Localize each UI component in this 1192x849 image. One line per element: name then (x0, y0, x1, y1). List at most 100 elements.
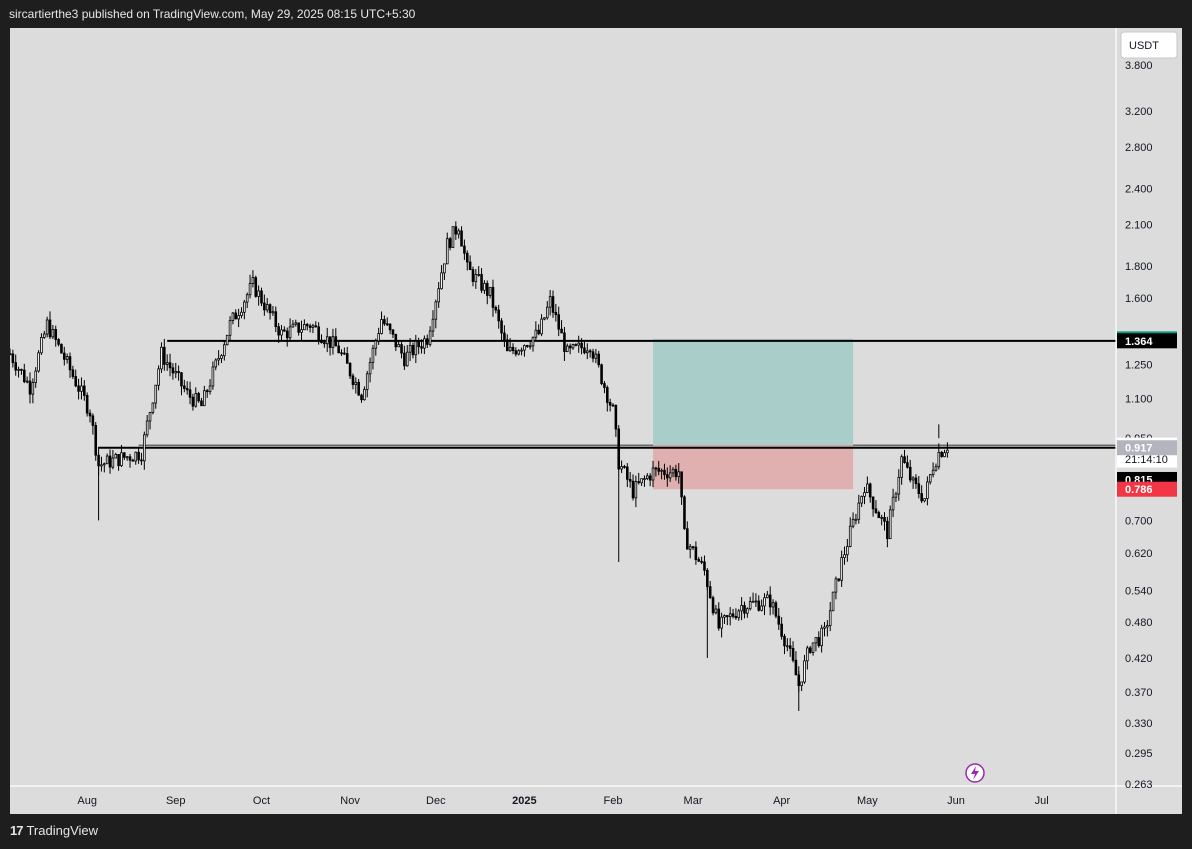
candle (828, 601, 832, 632)
candle (74, 369, 78, 388)
candle-body-up (174, 371, 178, 374)
candle (888, 505, 892, 540)
candle (823, 621, 826, 637)
price-chart[interactable]: USDT 3.800 3.200 2.800 2.400 2.100 1.800 1.600 1… (10, 28, 1182, 814)
candle (497, 304, 500, 329)
candle (265, 298, 269, 313)
price-label: 0.786 (1117, 481, 1177, 497)
candle-body-down (877, 512, 881, 519)
horizontal-levels-layer (98, 339, 1116, 449)
candle-body-up (571, 344, 575, 349)
candle-body-down (700, 560, 703, 563)
candle (508, 338, 512, 352)
candle-body-up (534, 329, 538, 338)
candle (720, 612, 723, 638)
candle-body-up (863, 492, 866, 497)
candle (280, 324, 283, 341)
candle-body-down (191, 396, 195, 407)
time-tick-label: Apr (773, 795, 790, 807)
candle (897, 469, 901, 501)
candle-body-up (80, 385, 83, 392)
candle (654, 466, 658, 477)
candle (394, 333, 398, 352)
price-tick-label: 0.370 (1125, 687, 1153, 699)
candle (48, 311, 52, 340)
candle (557, 306, 560, 337)
candle-body-down (171, 367, 175, 374)
candle-body-up (40, 337, 43, 354)
candle-body-down (505, 339, 509, 352)
candle-body-up (265, 304, 269, 311)
chart-frame[interactable]: USDT 3.800 3.200 2.800 2.400 2.100 1.800 1.600 1… (10, 28, 1182, 814)
candle-body-up (751, 600, 755, 603)
candle-body-up (431, 318, 435, 332)
candle-body-down (323, 342, 326, 345)
candle-body-down (337, 345, 340, 354)
candle-body-down (197, 393, 200, 402)
candle-body-down (383, 319, 386, 325)
candle (151, 402, 155, 415)
candle-body-up (766, 594, 769, 599)
candle (377, 327, 380, 345)
candle (40, 333, 43, 355)
candle-body-up (854, 518, 858, 521)
candle (525, 344, 529, 348)
candle-body-down (563, 332, 566, 353)
candle-body-down (557, 314, 560, 330)
candle (583, 341, 586, 355)
candle (646, 473, 649, 481)
candle-body-down (140, 459, 143, 462)
candle (628, 471, 632, 488)
candle-body-up (634, 481, 638, 499)
candle-body-up (160, 346, 163, 370)
support-zone-layer (138, 444, 1117, 448)
candle-body-up (103, 463, 106, 466)
candle-body-down (780, 623, 783, 637)
candle-body-up (225, 334, 229, 346)
candle (711, 595, 715, 616)
candle-body-down (68, 356, 72, 371)
candle (134, 451, 138, 465)
candle-body-up (374, 340, 378, 349)
lightning-icon[interactable] (965, 763, 985, 783)
candle-body-up (531, 336, 535, 347)
candle-body-down (491, 286, 495, 308)
candle-body-down (657, 467, 661, 472)
price-tick-label: 2.100 (1125, 220, 1153, 232)
tradingview-logo[interactable]: 17 TradingView (10, 824, 98, 838)
candle (717, 602, 721, 631)
candle (103, 462, 106, 473)
price-tick-label: 0.480 (1125, 617, 1153, 629)
candle-body-up (846, 546, 849, 556)
candle-body-up (148, 412, 152, 422)
candle (543, 317, 546, 321)
price-tick-label: 0.700 (1125, 515, 1153, 527)
candle (80, 377, 83, 400)
candle-body-up (543, 317, 546, 320)
candle-body-down (77, 385, 80, 392)
candle-body-down (514, 350, 518, 355)
candle (786, 638, 789, 652)
candle-body-down (123, 452, 126, 458)
time-tick-label: Mar (684, 795, 703, 807)
candle (548, 289, 552, 316)
candle-body-down (788, 645, 792, 649)
candle-body-up (245, 294, 249, 303)
candle-body-down (497, 309, 500, 322)
candle (443, 263, 446, 280)
candle-body-up (677, 471, 681, 478)
candle-body-up (946, 449, 949, 454)
price-label-box (1117, 481, 1177, 497)
candle-body-down (14, 362, 18, 371)
candle-body-up (671, 468, 675, 474)
candle (423, 335, 426, 355)
currency-button[interactable]: USDT (1120, 31, 1178, 59)
candle-body-down (494, 306, 498, 311)
candle-body-up (25, 380, 29, 383)
candle-body-down (580, 342, 583, 349)
candle (323, 339, 326, 348)
candle-body-up (586, 350, 589, 354)
candle (163, 338, 166, 371)
candle-body-down (883, 517, 886, 522)
